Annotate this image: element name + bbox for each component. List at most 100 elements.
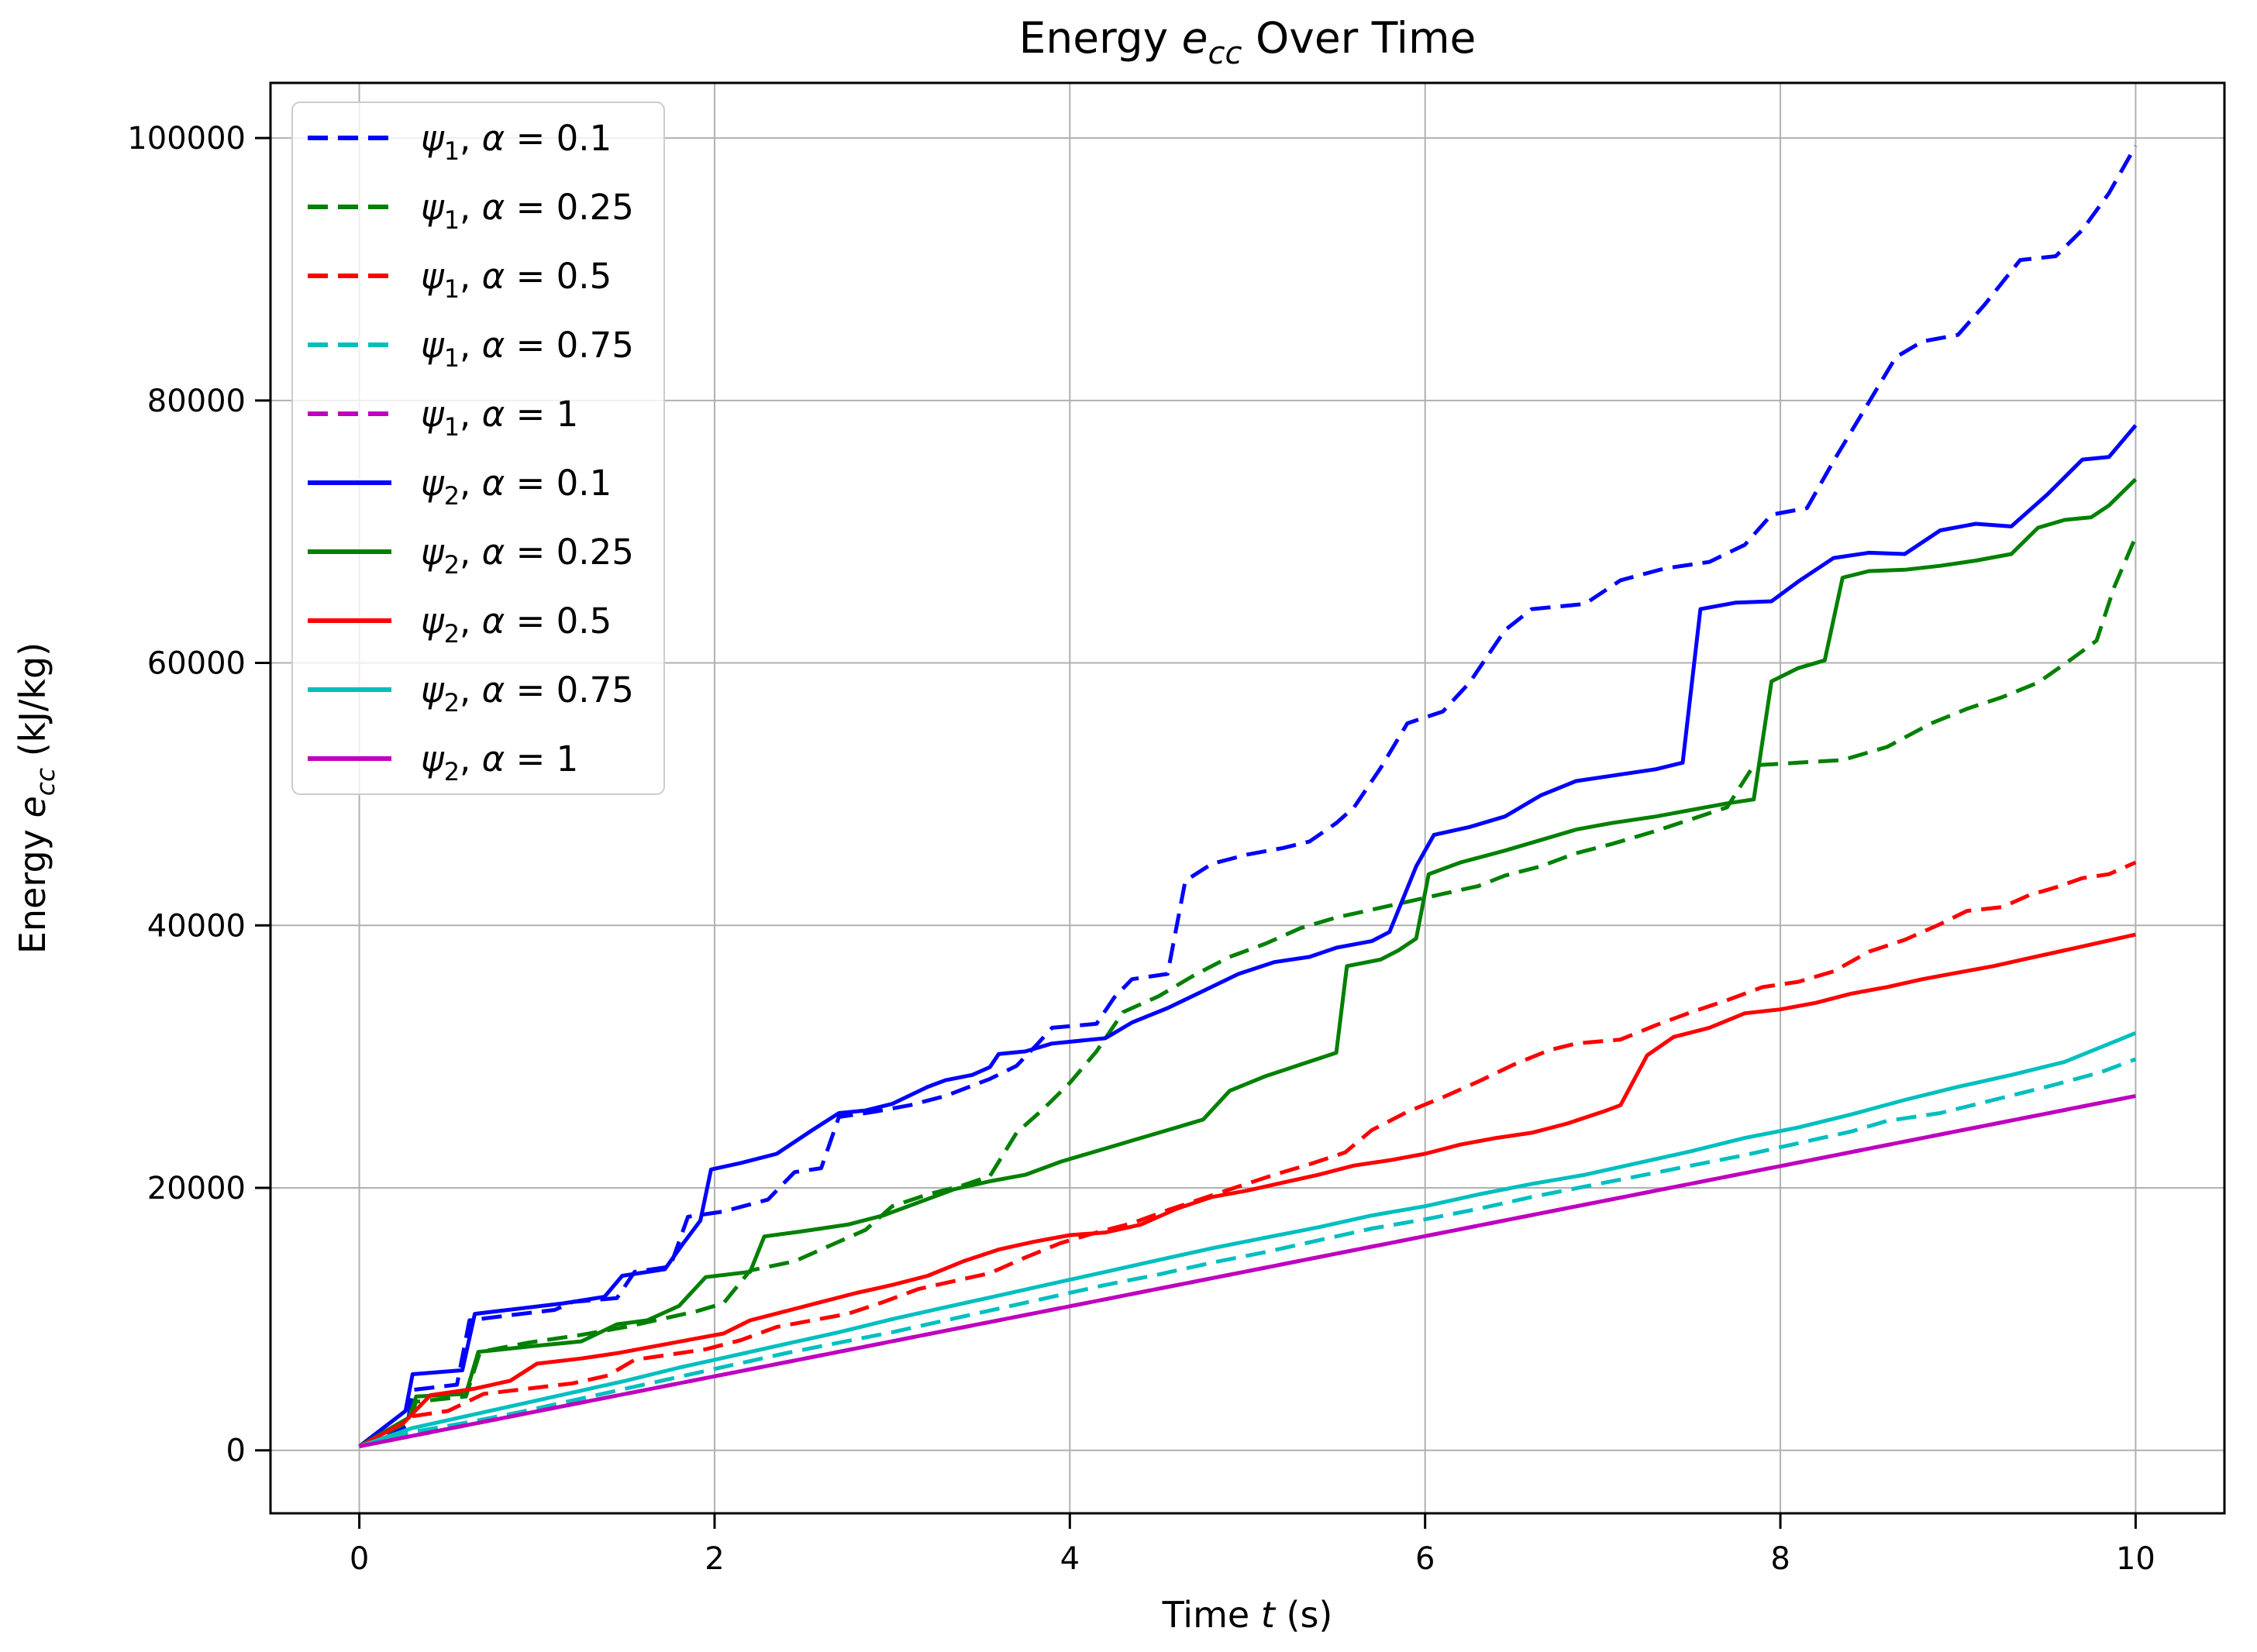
legend-label-psi2-alpha-0.75-part: α [482, 669, 505, 711]
series-line-psi2-alpha-0.1 [358, 424, 2138, 1448]
legend-label-psi2-alpha-0.5: ψ2, α = 0.5 [421, 601, 612, 649]
y-axis-label-part: (kJ/kg) [12, 642, 53, 768]
y-tick-label-100000-part: 100000 [127, 121, 246, 157]
legend-label-psi1-alpha-0.25-part: α [482, 187, 505, 228]
legend-label-psi1-alpha-0.5: ψ1, α = 0.5 [421, 256, 612, 304]
x-tick-label-10: 10 [2116, 1541, 2155, 1577]
legend-label-psi1-alpha-1-part: , [460, 394, 482, 435]
y-axis-label-part: e [12, 796, 53, 817]
legend-label-psi2-alpha-0.75: ψ2, α = 0.75 [421, 669, 634, 718]
legend-label-psi2-alpha-0.1-part: , [460, 463, 482, 504]
y-tick-label-100000: 100000 [127, 121, 246, 157]
legend-label-psi1-alpha-1-part: = 1 [505, 394, 578, 435]
y-tick-label-0: 0 [226, 1433, 246, 1469]
legend-label-psi1-alpha-0.1: ψ1, α = 0.1 [421, 118, 612, 166]
legend-label-psi2-alpha-0.5-part: ψ [421, 601, 445, 642]
legend-label-psi1-alpha-0.75-part: α [482, 325, 505, 366]
legend-label-psi2-alpha-0.75-part: ψ [421, 669, 445, 711]
series-line-psi1-alpha-0.25 [358, 536, 2138, 1448]
y-axis-label-part: cc [30, 768, 60, 796]
x-tick-label-4: 4 [1060, 1541, 1080, 1577]
legend-label-psi1-alpha-1-part: 1 [444, 412, 460, 442]
x-tick-label-8: 8 [1770, 1541, 1790, 1577]
x-axis-label-part: Time [1162, 1594, 1261, 1636]
legend-label-psi1-alpha-0.75-part: ψ [421, 325, 445, 366]
legend-label-psi2-alpha-0.75-part: , [460, 669, 482, 711]
x-tick-label-2: 2 [705, 1541, 724, 1577]
legend-label-psi1-alpha-0.1-part: = 0.1 [505, 118, 612, 159]
legend-label-psi1-alpha-0.5-part: 1 [444, 274, 460, 304]
legend-label-psi2-alpha-0.5-part: α [482, 601, 505, 642]
y-tick-label-80000-part: 80000 [147, 384, 246, 419]
series-line-psi1-alpha-0.75 [358, 1057, 2137, 1449]
legend-label-psi1-alpha-1: ψ1, α = 1 [421, 394, 578, 442]
y-tick-label-20000-part: 20000 [147, 1171, 246, 1206]
legend-label-psi2-alpha-0.25-part: ψ [421, 532, 445, 573]
legend-label-psi2-alpha-0.25-part: , [460, 532, 482, 573]
legend-label-psi2-alpha-0.5-part: = 0.5 [505, 601, 612, 642]
legend-label-psi1-alpha-0.75-part: , [460, 325, 482, 366]
y-tick-label-40000-part: 40000 [147, 908, 246, 944]
series-line-psi2-alpha-1 [359, 1093, 2136, 1449]
legend-label-psi2-alpha-1: ψ2, α = 1 [421, 738, 578, 786]
legend-label-psi2-alpha-0.1-part: ψ [421, 463, 445, 504]
legend-label-psi2-alpha-1-part: , [460, 738, 482, 780]
y-tick-label-40000: 40000 [147, 908, 246, 944]
legend-label-psi1-alpha-0.5-part: ψ [421, 256, 445, 297]
x-tick-label-8-part: 8 [1770, 1541, 1790, 1577]
legend-label-psi1-alpha-0.1-part: α [482, 118, 505, 159]
y-axis-label: Energy ecc (kJ/kg) [12, 642, 60, 954]
legend-label-psi2-alpha-0.25-part: 2 [444, 550, 460, 580]
legend-label-psi1-alpha-0.1-part: ψ [421, 118, 445, 159]
x-tick-label-2-part: 2 [705, 1541, 724, 1577]
x-tick-label-0: 0 [350, 1541, 369, 1577]
legend-label-psi1-alpha-1-part: α [482, 394, 505, 435]
legend-label-psi2-alpha-0.25-part: = 0.25 [505, 532, 634, 573]
x-tick-label-4-part: 4 [1060, 1541, 1080, 1577]
chart-title-part: cc [1208, 36, 1242, 71]
x-tick-label-6-part: 6 [1415, 1541, 1435, 1577]
legend-label-psi1-alpha-0.5-part: α [482, 256, 505, 297]
chart-title-part: e [1182, 13, 1208, 63]
y-tick-label-60000-part: 60000 [147, 646, 246, 682]
legend-label-psi1-alpha-0.25-part: , [460, 187, 482, 228]
legend-label-psi1-alpha-0.75-part: 1 [444, 343, 460, 373]
legend-label-psi1-alpha-0.25-part: 1 [444, 205, 460, 235]
x-axis-label-part: (s) [1275, 1594, 1332, 1636]
series-line-psi2-alpha-0.75 [358, 1031, 2137, 1448]
legend-label-psi1-alpha-0.5-part: , [460, 256, 482, 297]
x-tick-label-0-part: 0 [350, 1541, 369, 1577]
legend-label-psi1-alpha-0.25: ψ1, α = 0.25 [421, 187, 634, 235]
legend-label-psi2-alpha-0.75-part: = 0.75 [505, 669, 634, 711]
legend-label-psi2-alpha-0.1-part: α [482, 463, 505, 504]
series-line-psi2-alpha-0.5 [358, 932, 2136, 1448]
legend-label-psi1-alpha-0.5-part: = 0.5 [505, 256, 612, 297]
legend-label-psi1-alpha-0.25-part: = 0.25 [505, 187, 634, 228]
legend-label-psi2-alpha-0.5-part: 2 [444, 619, 460, 649]
legend-label-psi2-alpha-0.25-part: α [482, 532, 505, 573]
legend-label-psi1-alpha-0.75-part: = 0.75 [505, 325, 634, 366]
legend-label-psi1-alpha-0.1-part: , [460, 118, 482, 159]
legend-label-psi2-alpha-0.1-part: 2 [444, 481, 460, 511]
legend-label-psi2-alpha-1-part: α [482, 738, 505, 780]
legend-label-psi2-alpha-0.25: ψ2, α = 0.25 [421, 532, 634, 580]
chart-title-part: Over Time [1242, 13, 1477, 63]
x-tick-label-10-part: 10 [2116, 1541, 2155, 1577]
chart-title-part: Energy [1019, 13, 1182, 63]
y-tick-label-20000: 20000 [147, 1171, 246, 1206]
plot-border [269, 81, 2226, 1515]
chart-title: Energy ecc Over Time [1019, 13, 1477, 71]
legend-label-psi2-alpha-1-part: 2 [444, 757, 460, 786]
legend-label-psi1-alpha-0.75: ψ1, α = 0.75 [421, 325, 634, 373]
legend-label-psi2-alpha-0.75-part: 2 [444, 688, 460, 718]
legend-label-psi1-alpha-0.1-part: 1 [444, 136, 460, 166]
series-line-psi2-alpha-0.25 [358, 477, 2138, 1448]
legend-label-psi2-alpha-0.1: ψ2, α = 0.1 [421, 463, 612, 511]
x-tick-label-6: 6 [1415, 1541, 1435, 1577]
x-axis-label: Time t (s) [1162, 1594, 1333, 1636]
legend-label-psi1-alpha-1-part: ψ [421, 394, 445, 435]
y-tick-label-80000: 80000 [147, 384, 246, 419]
x-axis-label-part: t [1261, 1594, 1277, 1636]
